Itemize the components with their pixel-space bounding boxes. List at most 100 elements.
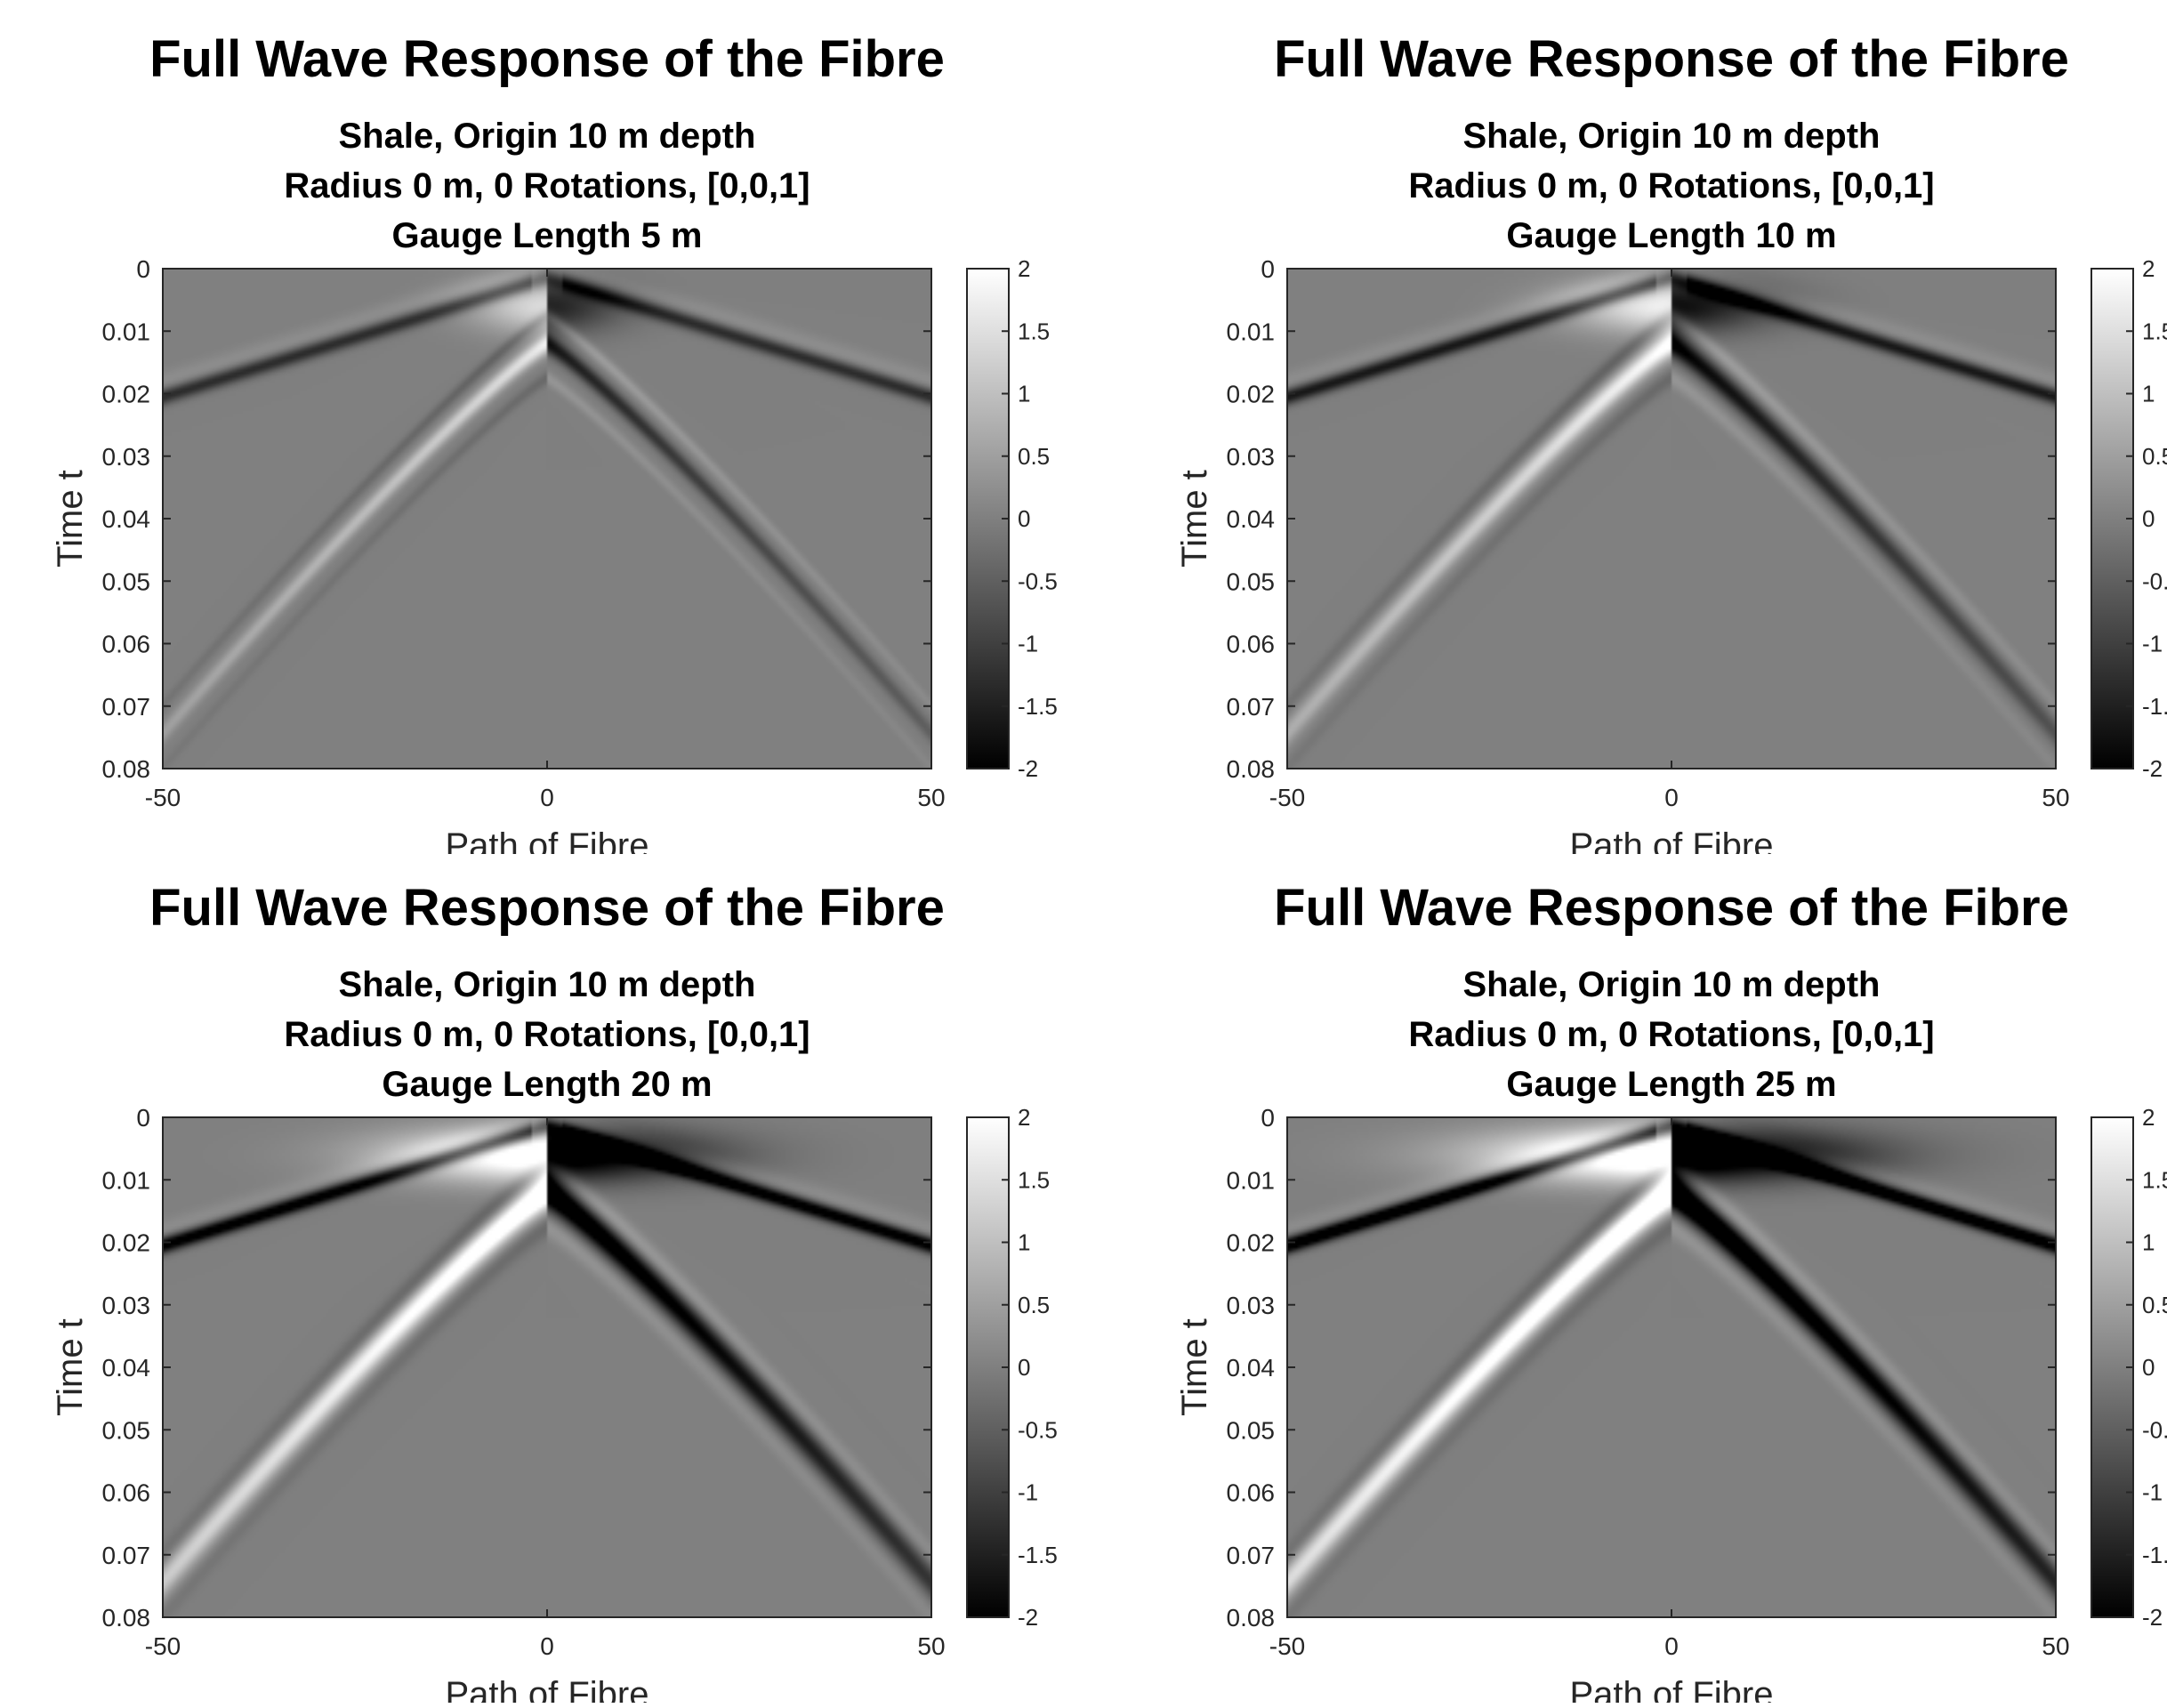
y-tick-label: 0.04 (102, 505, 151, 533)
y-tick-label: 0.06 (102, 1479, 151, 1507)
colorbar-tick-label: 2 (1018, 255, 1030, 282)
heatmap-image (1287, 269, 2056, 769)
chart-subtitle-line: Shale, Origin 10 m depth (1463, 117, 1881, 156)
y-tick-label: 0.01 (1227, 318, 1276, 345)
chart-panel-gauge-10m: Full Wave Response of the Fibre Shale, Or… (1124, 0, 2167, 854)
colorbar-tick-label: 0.5 (1018, 1292, 1050, 1318)
chart-subtitle-line: Radius 0 m, 0 Rotations, [0,0,1] (1408, 1015, 1934, 1054)
y-tick-label: 0.05 (1227, 568, 1276, 595)
y-tick-label: 0.01 (1227, 1166, 1276, 1194)
y-axis-label: Time t (1175, 470, 1214, 568)
y-tick-label: 0.07 (1227, 1542, 1276, 1569)
x-axis-label: Path of Fibre (445, 1675, 648, 1703)
colorbar-tick-label: -0.5 (2142, 1416, 2167, 1443)
colorbar-tick-label: -1.5 (1018, 1542, 1058, 1568)
y-tick-label: 0.04 (1227, 505, 1276, 533)
colorbar-tick-label: 0 (2142, 505, 2155, 532)
y-tick-label: 0.05 (1227, 1416, 1276, 1444)
y-tick-label: 0.02 (1227, 381, 1276, 408)
heatmap-image (163, 269, 931, 769)
y-tick-label: 0 (1261, 1104, 1275, 1132)
x-tick-label: -50 (145, 1632, 181, 1660)
x-tick-label: 0 (540, 784, 554, 811)
y-tick-label: 0.03 (1227, 443, 1276, 471)
chart-title: Full Wave Response of the Fibre (149, 879, 945, 937)
chart-title: Full Wave Response of the Fibre (1274, 879, 2069, 937)
y-tick-label: 0.06 (102, 631, 151, 658)
colorbar-tick-label: 1 (2142, 1229, 2155, 1256)
x-tick-label: 0 (1664, 784, 1679, 811)
colorbar-tick-label: 1.5 (2142, 318, 2167, 344)
colorbar-tick-label: -1 (2142, 631, 2163, 657)
y-tick-label: 0.03 (102, 1292, 151, 1319)
heatmap-svg: Full Wave Response of the Fibre Shale, Or… (51, 879, 1058, 1703)
colorbar-tick-label: -1.5 (2142, 693, 2167, 720)
colorbar-tick-label: -1 (1018, 631, 1038, 657)
y-tick-label: 0.06 (1227, 631, 1276, 658)
y-tick-label: 0.08 (102, 1604, 151, 1631)
colorbar-tick-label: 1.5 (1018, 1166, 1050, 1193)
chart-subtitle-line: Gauge Length 20 m (382, 1065, 712, 1104)
colorbar-tick-label: 2 (2142, 1104, 2155, 1131)
x-tick-label: 50 (2042, 1632, 2069, 1660)
colorbar-tick-label: -1 (1018, 1479, 1038, 1506)
colorbar-tick-label: -0.5 (1018, 568, 1058, 594)
y-tick-label: 0.01 (102, 318, 151, 345)
chart-subtitle-line: Gauge Length 10 m (1506, 216, 1836, 255)
y-tick-label: 0.05 (102, 568, 151, 595)
y-tick-label: 0.08 (1227, 755, 1276, 783)
colorbar-tick-label: 1 (1018, 381, 1030, 407)
y-tick-label: 0 (136, 1104, 150, 1132)
y-tick-label: 0.07 (1227, 693, 1276, 721)
colorbar-tick-label: 0 (1018, 505, 1030, 532)
colorbar-tick-label: 1.5 (1018, 318, 1050, 344)
colorbar-tick-label: -0.5 (2142, 568, 2167, 594)
colorbar (966, 1116, 1010, 1618)
y-axis-label: Time t (51, 1318, 90, 1416)
y-tick-label: 0.05 (102, 1416, 151, 1444)
chart-panel-gauge-25m: Full Wave Response of the Fibre Shale, Or… (1124, 849, 2167, 1703)
colorbar-tick-label: 0.5 (2142, 443, 2167, 470)
chart-subtitle-line: Shale, Origin 10 m depth (339, 965, 756, 1004)
chart-subtitle-line: Gauge Length 5 m (392, 216, 703, 255)
colorbar-tick-label: -2 (2142, 1604, 2163, 1631)
y-tick-label: 0.04 (102, 1354, 151, 1382)
chart-panel-gauge-20m: Full Wave Response of the Fibre Shale, Or… (0, 849, 1128, 1703)
x-tick-label: -50 (1269, 1632, 1305, 1660)
colorbar-tick-label: -0.5 (1018, 1416, 1058, 1443)
y-tick-label: 0 (136, 255, 150, 283)
y-tick-label: 0.03 (102, 443, 151, 471)
heatmap-svg: Full Wave Response of the Fibre Shale, Or… (1175, 30, 2167, 854)
x-axis-label: Path of Fibre (1569, 1675, 1773, 1703)
y-tick-label: 0.08 (1227, 1604, 1276, 1631)
x-tick-label: 50 (917, 784, 945, 811)
colorbar-tick-label: 0 (1018, 1354, 1030, 1381)
y-tick-label: 0.01 (102, 1166, 151, 1194)
y-axis-label: Time t (1175, 1318, 1214, 1416)
chart-title: Full Wave Response of the Fibre (149, 30, 945, 88)
colorbar-tick-label: 0 (2142, 1354, 2155, 1381)
chart-subtitle-line: Gauge Length 25 m (1506, 1065, 1836, 1104)
colorbar-tick-label: 1 (1018, 1229, 1030, 1256)
y-tick-label: 0 (1261, 255, 1275, 283)
x-tick-label: 0 (1664, 1632, 1679, 1660)
y-tick-label: 0.02 (102, 1229, 151, 1257)
chart-title: Full Wave Response of the Fibre (1274, 30, 2069, 88)
heatmap-image (163, 1117, 931, 1617)
heatmap-svg: Full Wave Response of the Fibre Shale, Or… (1175, 879, 2167, 1703)
colorbar-tick-label: -2 (1018, 1604, 1038, 1631)
heatmap-image (1287, 1117, 2056, 1617)
colorbar-tick-label: -2 (2142, 755, 2163, 782)
chart-subtitle-line: Radius 0 m, 0 Rotations, [0,0,1] (284, 1015, 810, 1054)
colorbar-tick-label: -1.5 (1018, 693, 1058, 720)
colorbar-tick-label: 1.5 (2142, 1166, 2167, 1193)
x-tick-label: -50 (145, 784, 181, 811)
colorbar-tick-label: 2 (2142, 255, 2155, 282)
chart-subtitle-line: Shale, Origin 10 m depth (339, 117, 756, 156)
x-axis-label: Path of Fibre (445, 826, 648, 854)
x-axis-label: Path of Fibre (1569, 826, 1773, 854)
x-tick-label: -50 (1269, 784, 1305, 811)
y-axis-label: Time t (51, 470, 90, 568)
y-tick-label: 0.07 (102, 693, 151, 721)
chart-subtitle-line: Shale, Origin 10 m depth (1463, 965, 1881, 1004)
